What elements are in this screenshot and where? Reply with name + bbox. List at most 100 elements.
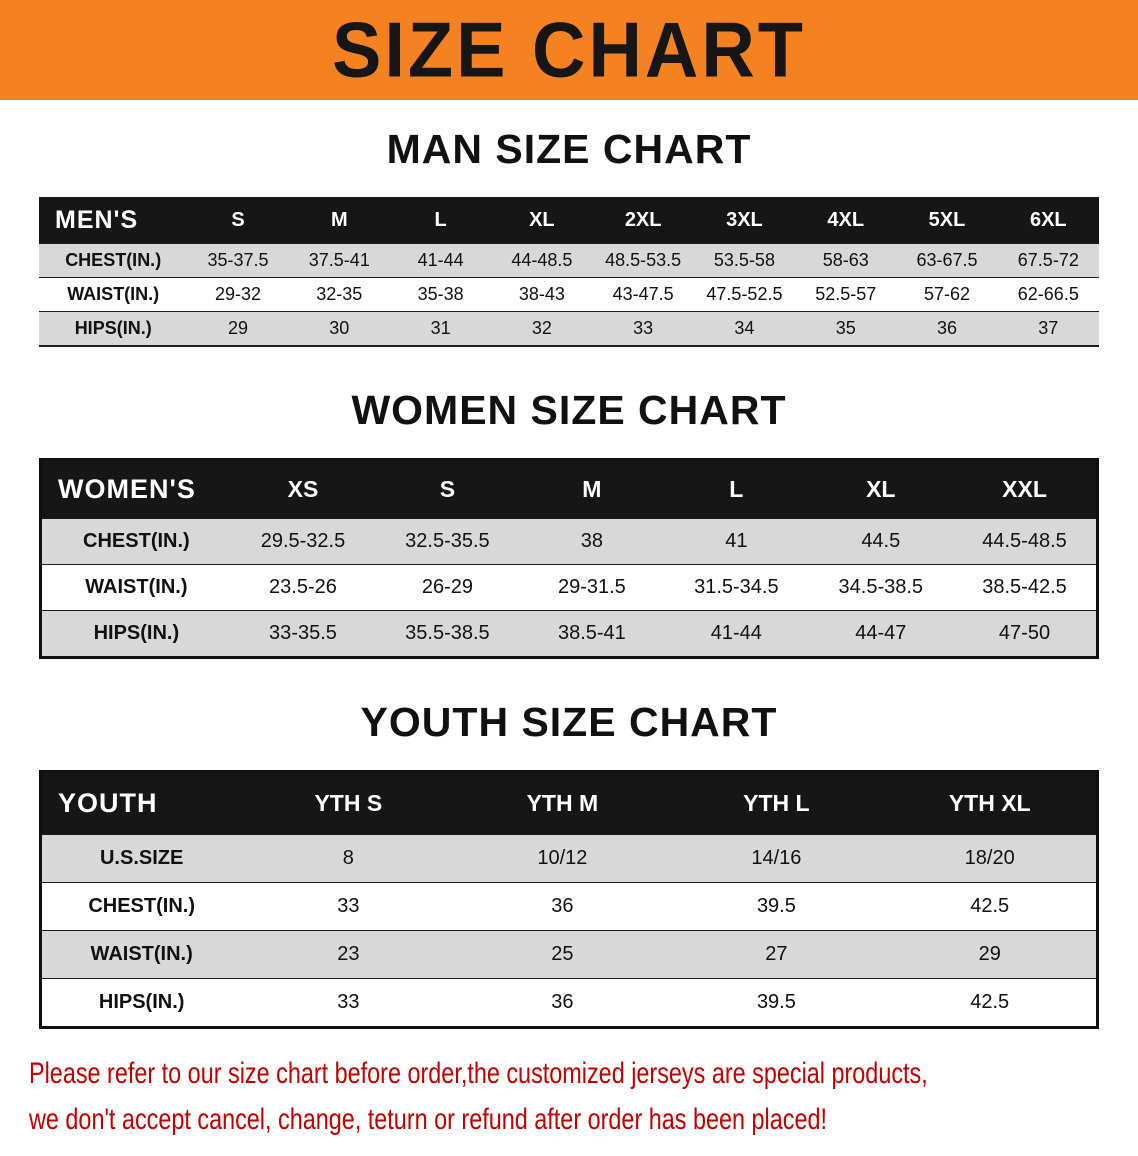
size-header-cell: M [519, 459, 665, 519]
value-cell: 33 [592, 311, 694, 347]
value-cell: 39.5 [669, 978, 884, 1028]
value-cell: 37 [997, 311, 1099, 347]
row-label-cell: HIPS(IN.) [40, 978, 242, 1028]
row-label-cell: WAIST(IN.) [40, 564, 231, 611]
table-row: CHEST(IN.) 29.5-32.5 32.5-35.5 38 41 44.5 44.5… [40, 518, 1098, 565]
table-row: WAIST(IN.) 23 25 27 29 [40, 930, 1098, 979]
value-cell: 29 [883, 930, 1098, 979]
size-header-cell: L [664, 459, 809, 519]
value-cell: 41-44 [389, 243, 492, 278]
header-row: MEN'S S M L XL 2XL 3XL 4XL 5XL 6XL [39, 197, 1099, 244]
value-cell: 35-37.5 [187, 243, 289, 278]
size-header-cell: 2XL [592, 197, 694, 244]
row-label-cell: CHEST(IN.) [40, 518, 231, 565]
value-cell: 36 [896, 311, 998, 347]
value-cell: 44-48.5 [491, 243, 593, 278]
value-cell: 30 [288, 311, 390, 347]
value-cell: 42.5 [883, 882, 1098, 931]
value-cell: 33 [241, 978, 456, 1028]
value-cell: 47.5-52.5 [693, 277, 796, 312]
value-cell: 58-63 [795, 243, 897, 278]
size-header-cell: YTH XL [883, 771, 1098, 835]
value-cell: 23.5-26 [230, 564, 376, 611]
value-cell: 31 [389, 311, 492, 347]
table-title-cell: MEN'S [39, 197, 188, 244]
value-cell: 33 [241, 882, 456, 931]
youth-section: YOUTH SIZE CHART YOUTH YTH S YTH M YTH L YTH… [0, 699, 1138, 1029]
value-cell: 33-35.5 [230, 610, 376, 658]
value-cell: 29 [187, 311, 289, 347]
size-header-cell: XS [230, 459, 376, 519]
banner: SIZE CHART [0, 0, 1138, 100]
row-label-cell: HIPS(IN.) [40, 610, 231, 658]
men-section: MAN SIZE CHART MEN'S S M L XL 2XL 3XL 4XL 5XL 6XL… [0, 126, 1138, 347]
value-cell: 44-47 [808, 610, 954, 658]
size-header-cell: M [288, 197, 390, 244]
size-header-cell: YTH S [241, 771, 456, 835]
table-row: HIPS(IN.) 29 30 31 32 33 34 35 36 37 [39, 311, 1099, 347]
row-label-cell: U.S.SIZE [40, 834, 242, 883]
men-section-heading: MAN SIZE CHART [386, 126, 752, 172]
size-header-cell: 4XL [795, 197, 897, 244]
row-label-cell: CHEST(IN.) [40, 882, 242, 931]
value-cell: 44.5-48.5 [953, 518, 1098, 565]
value-cell: 57-62 [896, 277, 998, 312]
value-cell: 38 [519, 518, 665, 565]
value-cell: 23 [241, 930, 456, 979]
size-header-cell: 5XL [896, 197, 998, 244]
header-row: YOUTH YTH S YTH M YTH L YTH XL [40, 771, 1098, 835]
value-cell: 35-38 [389, 277, 492, 312]
value-cell: 27 [669, 930, 884, 979]
table-row: WAIST(IN.) 29-32 32-35 35-38 38-43 43-47.5 47.… [39, 277, 1099, 312]
value-cell: 48.5-53.5 [592, 243, 694, 278]
value-cell: 10/12 [455, 834, 670, 883]
value-cell: 8 [241, 834, 456, 883]
size-header-cell: 6XL [997, 197, 1099, 244]
value-cell: 38.5-41 [519, 610, 665, 658]
value-cell: 62-66.5 [997, 277, 1099, 312]
women-size-table: WOMEN'S XS S M L XL XXL CHEST(IN.) 29.5-32.5 32.5… [39, 458, 1099, 659]
value-cell: 41-44 [664, 610, 809, 658]
size-header-cell: L [389, 197, 492, 244]
value-cell: 35 [795, 311, 897, 347]
table-row: CHEST(IN.) 35-37.5 37.5-41 41-44 44-48.5 48.5… [39, 243, 1099, 278]
value-cell: 38-43 [491, 277, 593, 312]
disclaimer: Please refer to our size chart before or… [29, 1055, 1109, 1138]
women-section: WOMEN SIZE CHART WOMEN'S XS S M L XL XXL CHEST(… [0, 387, 1138, 659]
value-cell: 25 [455, 930, 670, 979]
value-cell: 34.5-38.5 [808, 564, 954, 611]
size-header-cell: XL [491, 197, 593, 244]
row-label-cell: HIPS(IN.) [39, 311, 188, 347]
size-header-cell: YTH L [669, 771, 884, 835]
value-cell: 31.5-34.5 [664, 564, 809, 611]
table-title-cell: WOMEN'S [40, 459, 231, 519]
value-cell: 47-50 [953, 610, 1098, 658]
table-row: HIPS(IN.) 33 36 39.5 42.5 [40, 978, 1098, 1028]
value-cell: 41 [664, 518, 809, 565]
value-cell: 44.5 [808, 518, 954, 565]
table-row: WAIST(IN.) 23.5-26 26-29 29-31.5 31.5-34.5 34… [40, 564, 1098, 611]
youth-size-table: YOUTH YTH S YTH M YTH L YTH XL U.S.SIZE 8 10/12… [39, 770, 1099, 1029]
value-cell: 42.5 [883, 978, 1098, 1028]
size-header-cell: XL [808, 459, 954, 519]
value-cell: 26-29 [375, 564, 520, 611]
value-cell: 36 [455, 978, 670, 1028]
row-label-cell: CHEST(IN.) [39, 243, 188, 278]
size-header-cell: XXL [953, 459, 1098, 519]
value-cell: 32.5-35.5 [375, 518, 520, 565]
value-cell: 39.5 [669, 882, 884, 931]
row-label-cell: WAIST(IN.) [39, 277, 188, 312]
value-cell: 14/16 [669, 834, 884, 883]
value-cell: 35.5-38.5 [375, 610, 520, 658]
value-cell: 29-31.5 [519, 564, 665, 611]
value-cell: 29-32 [187, 277, 289, 312]
value-cell: 32 [491, 311, 593, 347]
table-row: U.S.SIZE 8 10/12 14/16 18/20 [40, 834, 1098, 883]
size-header-cell: S [187, 197, 289, 244]
size-header-cell: 3XL [693, 197, 796, 244]
value-cell: 18/20 [883, 834, 1098, 883]
value-cell: 29.5-32.5 [230, 518, 376, 565]
row-label-cell: WAIST(IN.) [40, 930, 242, 979]
size-header-cell: S [375, 459, 520, 519]
